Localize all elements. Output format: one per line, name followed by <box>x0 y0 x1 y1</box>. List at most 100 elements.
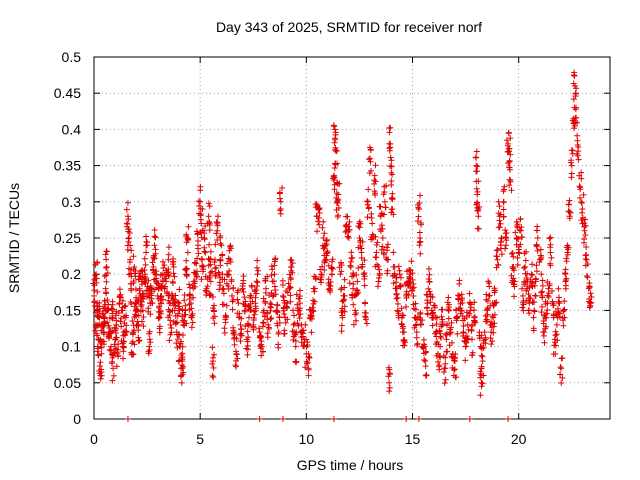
data-point <box>475 213 482 220</box>
data-point <box>92 275 99 282</box>
data-point <box>556 310 563 317</box>
x-tick-label: 15 <box>405 431 421 447</box>
data-point <box>546 235 553 242</box>
data-point <box>277 198 284 205</box>
data-point <box>578 199 585 206</box>
data-point <box>113 363 120 370</box>
data-point <box>479 353 486 360</box>
data-point <box>137 303 144 310</box>
data-point <box>166 309 173 316</box>
data-point <box>379 243 386 250</box>
data-point <box>438 313 445 320</box>
data-point <box>396 267 403 274</box>
data-point <box>474 188 481 195</box>
data-point <box>306 354 313 361</box>
data-point <box>110 365 117 372</box>
data-point <box>191 283 198 290</box>
data-point <box>530 314 537 321</box>
data-point <box>401 342 408 349</box>
data-point <box>331 139 338 146</box>
data-point <box>476 335 483 342</box>
data-point <box>289 269 296 276</box>
data-point <box>445 315 452 322</box>
data-point <box>151 227 158 234</box>
data-point <box>352 311 359 318</box>
data-point <box>365 204 372 211</box>
data-point <box>275 330 282 337</box>
data-point <box>466 310 473 317</box>
y-tick-label: 0.45 <box>54 85 81 101</box>
data-point <box>202 249 209 256</box>
data-point <box>582 216 589 223</box>
data-point <box>541 339 548 346</box>
data-point <box>454 330 461 337</box>
data-point <box>534 227 541 234</box>
data-point <box>219 251 226 258</box>
data-point <box>419 317 426 324</box>
data-point <box>531 282 538 289</box>
data-point <box>169 258 176 265</box>
data-point <box>547 244 554 251</box>
data-point <box>503 230 510 237</box>
data-point <box>129 330 136 337</box>
data-point <box>260 320 267 327</box>
data-point <box>290 321 297 328</box>
data-point <box>471 299 478 306</box>
data-point <box>292 338 299 345</box>
data-point <box>262 277 269 284</box>
data-point <box>206 222 213 229</box>
data-point <box>104 297 111 304</box>
data-point <box>237 338 244 345</box>
data-point <box>214 219 221 226</box>
data-point <box>268 290 275 297</box>
data-point <box>545 290 552 297</box>
data-point <box>528 271 535 278</box>
data-point <box>355 265 362 272</box>
data-point <box>478 352 485 359</box>
data-point <box>495 262 502 269</box>
data-point <box>206 274 213 281</box>
data-point <box>508 250 515 257</box>
data-point <box>418 221 425 228</box>
data-point <box>279 184 286 191</box>
data-point <box>539 277 546 284</box>
data-point <box>201 244 208 251</box>
data-point <box>396 283 403 290</box>
data-point <box>174 336 181 343</box>
data-point <box>491 320 498 327</box>
data-point <box>158 310 165 317</box>
data-point <box>132 311 139 318</box>
data-point <box>406 275 413 282</box>
data-point <box>566 197 573 204</box>
data-point <box>258 333 265 340</box>
data-point <box>492 287 499 294</box>
data-point <box>143 242 150 249</box>
data-point <box>480 372 487 379</box>
grid <box>94 57 610 419</box>
data-point <box>414 218 421 225</box>
data-point <box>572 90 579 97</box>
data-point <box>111 349 118 356</box>
data-point <box>287 284 294 291</box>
data-point <box>382 204 389 211</box>
data-point <box>426 279 433 286</box>
data-point <box>503 237 510 244</box>
data-point <box>240 277 247 284</box>
data-point <box>227 258 234 265</box>
data-point <box>193 228 200 235</box>
data-point <box>403 416 410 422</box>
data-point <box>386 388 393 395</box>
data-point <box>305 372 312 379</box>
data-point <box>158 293 165 300</box>
data-point <box>120 355 127 362</box>
data-point <box>443 322 450 329</box>
data-point <box>578 175 585 182</box>
data-point <box>397 274 404 281</box>
data-point <box>347 262 354 269</box>
data-point <box>518 234 525 241</box>
y-tick-label: 0.1 <box>62 339 82 355</box>
data-point <box>522 263 529 270</box>
data-point <box>305 353 312 360</box>
data-point <box>214 213 221 220</box>
